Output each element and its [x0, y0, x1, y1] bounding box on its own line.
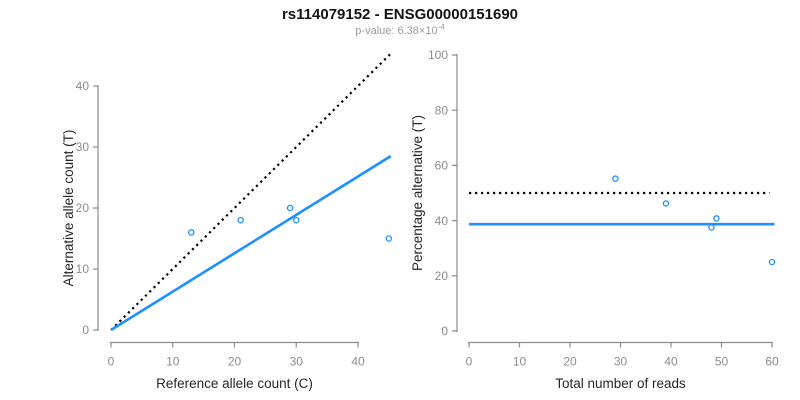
x-tick-label: 60 [765, 355, 779, 369]
identity-line [110, 53, 391, 331]
y-axis-title: Alternative allele count (T) [61, 130, 76, 287]
y-tick-label: 60 [435, 159, 449, 173]
x-tick-label: 20 [228, 355, 242, 369]
y-axis-title: Percentage alternative (T) [410, 115, 425, 271]
x-tick-label: 10 [513, 355, 527, 369]
p-value-subtitle: p-value: 6.38×10-4 [0, 22, 800, 37]
data-point [612, 175, 619, 182]
y-tick-label: 80 [435, 103, 449, 117]
data-point [237, 216, 244, 224]
x-tick-label: 40 [351, 355, 365, 369]
data-point [708, 224, 715, 231]
y-tick-label: 100 [428, 48, 448, 62]
data-point [385, 235, 393, 242]
data-point [286, 204, 294, 212]
y-tick-label: 20 [435, 269, 449, 283]
y-tick-label: 30 [76, 140, 90, 154]
data-point [188, 229, 195, 236]
y-tick-label: 10 [76, 262, 90, 276]
y-tick-label: 0 [441, 324, 448, 338]
data-point [713, 215, 720, 222]
x-axis-title: Total number of reads [555, 376, 686, 391]
y-tick-label: 20 [76, 201, 90, 215]
x-tick-label: 50 [715, 355, 729, 369]
chart-title: rs114079152 - ENSG00000151690 [281, 6, 519, 23]
x-tick-label: 10 [166, 355, 180, 369]
x-tick-label: 0 [466, 355, 473, 369]
x-tick-label: 40 [664, 355, 678, 369]
p-value-exponent: -4 [437, 22, 445, 32]
data-point [292, 216, 300, 224]
y-tick-label: 40 [76, 79, 90, 93]
data-point [662, 200, 670, 207]
x-tick-label: 20 [563, 355, 577, 369]
x-axis-title: Reference allele count (C) [156, 376, 313, 391]
y-tick-label: 0 [82, 323, 89, 337]
y-tick-label: 40 [435, 214, 449, 228]
fit-line [110, 155, 392, 332]
x-tick-label: 30 [614, 355, 628, 369]
p-value-text: p-value: 6.38×10 [355, 25, 438, 37]
x-tick-label: 0 [108, 355, 115, 369]
data-point [768, 258, 776, 266]
x-tick-label: 30 [290, 355, 304, 369]
